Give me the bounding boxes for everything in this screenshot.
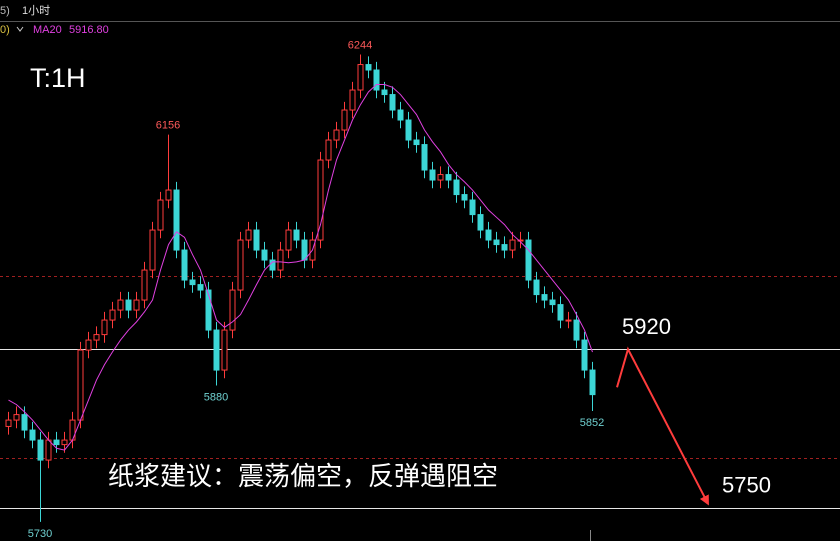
- candle-body: [549, 299, 556, 306]
- ma-prefix: 0): [0, 24, 10, 36]
- candle-body: [125, 299, 132, 311]
- high-label: 6156: [156, 119, 180, 131]
- candle-body: [445, 174, 452, 181]
- candle-body: [301, 239, 308, 261]
- candle-body: [53, 439, 60, 446]
- candle-body: [165, 189, 172, 201]
- low-label: 5852: [580, 417, 604, 429]
- candle-body: [85, 339, 92, 351]
- candle-body: [477, 214, 484, 231]
- candle-body: [117, 299, 124, 311]
- forecast-label: 5920: [622, 314, 671, 339]
- timeframe-label: T:1H: [30, 63, 86, 93]
- candle-body: [13, 414, 20, 421]
- ma-name: MA20: [33, 24, 62, 36]
- candle-body: [173, 189, 180, 251]
- candle-body: [501, 244, 508, 251]
- candle-body: [5, 419, 12, 427]
- candle-body: [421, 144, 428, 171]
- ma-line: [8, 84, 593, 451]
- low-label: 5730: [28, 528, 52, 540]
- candle-body: [293, 229, 300, 241]
- candle-body: [261, 249, 268, 261]
- candle-body: [525, 239, 532, 281]
- candle-body: [317, 159, 324, 241]
- candle-body: [237, 239, 244, 291]
- candle-body: [461, 194, 468, 201]
- candle-body: [109, 309, 116, 321]
- candle-body: [21, 414, 28, 431]
- candle-body: [573, 319, 580, 341]
- candle-body: [453, 179, 460, 196]
- candle-body: [101, 319, 108, 336]
- candle-body: [517, 239, 524, 242]
- candle-body: [189, 279, 196, 286]
- candle-body: [205, 289, 212, 331]
- candle-body: [93, 334, 100, 341]
- candle-body: [557, 304, 564, 321]
- candle-body: [373, 69, 380, 91]
- candle-body: [565, 319, 572, 322]
- candle-body: [277, 249, 284, 271]
- candle-body: [285, 229, 292, 251]
- candle-body: [349, 89, 356, 111]
- candle-body: [325, 139, 332, 161]
- ma-value: 5916.80: [69, 24, 109, 36]
- candle-body: [29, 429, 36, 441]
- candle-body: [245, 229, 252, 241]
- plot: 5730 6156 5880 6244 5852: [0, 39, 840, 540]
- candle-body: [469, 199, 476, 216]
- candle-body: [493, 239, 500, 246]
- candle-body: [581, 339, 588, 371]
- candle-body: [589, 369, 596, 396]
- candle-body: [213, 329, 220, 371]
- candle-body: [61, 439, 68, 446]
- candle-body: [437, 174, 444, 181]
- candle-body: [77, 349, 84, 421]
- low-label: 5880: [204, 391, 228, 403]
- candle-body: [253, 229, 260, 251]
- candle-body: [397, 109, 404, 121]
- candle-body: [37, 439, 44, 461]
- dropdown-icon[interactable]: [16, 26, 24, 32]
- header-left: 5): [0, 5, 10, 17]
- candle-body: [69, 419, 76, 441]
- candle-body: [341, 109, 348, 131]
- candle-body: [413, 139, 420, 146]
- candle-body: [485, 229, 492, 241]
- annotation: 纸浆建议：震荡偏空，反弹遇阻空: [108, 461, 498, 491]
- header-period[interactable]: 1小时: [22, 4, 50, 17]
- high-label: 6244: [348, 39, 372, 51]
- forecast-arrow: [616, 346, 709, 506]
- candle-body: [533, 279, 540, 296]
- candle-body: [365, 64, 372, 71]
- candle-body: [149, 229, 156, 271]
- candle-body: [541, 294, 548, 301]
- candle-body: [157, 199, 164, 231]
- candle-body: [181, 249, 188, 281]
- candle-body: [141, 269, 148, 301]
- candle-body: [133, 299, 140, 311]
- candle-body: [381, 89, 388, 96]
- candle-body: [197, 284, 204, 291]
- candle-body: [333, 129, 340, 141]
- candle-body: [509, 239, 516, 251]
- forecast-label: 5750: [722, 473, 771, 498]
- candle-body: [405, 119, 412, 141]
- candle-body: [229, 289, 236, 331]
- candle-body: [221, 329, 228, 371]
- candle-body: [45, 439, 52, 461]
- candle-body: [389, 94, 396, 111]
- candle-body: [429, 169, 436, 181]
- candle-body: [357, 64, 364, 91]
